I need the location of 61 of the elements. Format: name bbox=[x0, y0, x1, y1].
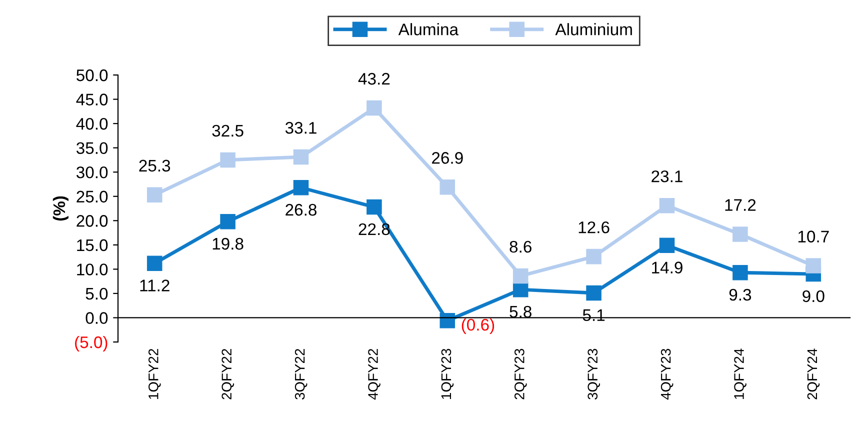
point bbox=[586, 285, 602, 301]
data-label: 10.7 bbox=[798, 230, 829, 242]
x-tick-label: 4QFY22 bbox=[368, 348, 380, 400]
point bbox=[512, 268, 528, 284]
y-tick-label: 0.0 bbox=[86, 312, 108, 324]
point bbox=[146, 187, 162, 203]
data-label: 19.8 bbox=[212, 238, 244, 250]
x-tick-label: 2QFY22 bbox=[222, 348, 234, 400]
data-label: 26.8 bbox=[286, 204, 316, 216]
data-label: 43.2 bbox=[358, 72, 390, 85]
x-tick-label: 3QFY22 bbox=[294, 348, 308, 400]
data-label: 26.9 bbox=[432, 152, 463, 164]
data-label: (0.6) bbox=[462, 318, 494, 334]
point bbox=[732, 264, 748, 280]
y-tick-label: 15.0 bbox=[77, 239, 108, 252]
data-label: 17.2 bbox=[725, 199, 756, 211]
legend-label: Aluminium bbox=[555, 23, 632, 36]
data-label: 9.3 bbox=[729, 288, 752, 301]
legend-label: Alumina bbox=[398, 23, 459, 36]
point bbox=[366, 199, 382, 215]
y-tick-label: 10.0 bbox=[77, 264, 108, 276]
point bbox=[293, 180, 309, 196]
point bbox=[220, 152, 236, 168]
x-tick-label: 1QFY23 bbox=[441, 348, 454, 399]
point bbox=[806, 258, 822, 274]
data-label: 12.6 bbox=[578, 221, 610, 234]
x-tick-label: 2QFY24 bbox=[807, 348, 820, 400]
x-tick-label: 1QFY22 bbox=[148, 348, 161, 399]
data-label: 33.1 bbox=[285, 122, 316, 134]
point bbox=[220, 214, 236, 230]
y-tick-label: 50.0 bbox=[76, 69, 108, 82]
x-tick-label: 4QFY23 bbox=[660, 348, 674, 400]
y-tick-label: 20.0 bbox=[76, 215, 108, 227]
y-tick-label: 25.0 bbox=[76, 190, 108, 203]
data-label: 8.6 bbox=[510, 240, 532, 253]
point bbox=[366, 100, 382, 116]
y-tick-label: 45.0 bbox=[76, 94, 108, 106]
data-label: 9.0 bbox=[802, 290, 824, 302]
point bbox=[293, 149, 309, 165]
y-tick-label: 5.0 bbox=[86, 288, 108, 300]
y-tick-label: (5.0) bbox=[75, 336, 108, 352]
y-tick-label: 30.0 bbox=[76, 166, 108, 178]
data-label: 11.2 bbox=[140, 280, 170, 292]
data-label: 14.9 bbox=[652, 262, 682, 274]
data-label: 32.5 bbox=[212, 124, 244, 137]
point bbox=[659, 238, 675, 254]
point bbox=[146, 256, 162, 271]
data-label: 5.8 bbox=[510, 306, 532, 318]
point bbox=[732, 226, 748, 242]
y-axis-title: (%) bbox=[52, 196, 68, 221]
x-tick-label: 2QFY23 bbox=[514, 348, 527, 400]
point bbox=[659, 198, 675, 214]
x-tick-label: 3QFY23 bbox=[588, 348, 600, 400]
point bbox=[586, 248, 602, 264]
data-label: 25.3 bbox=[139, 160, 170, 172]
y-tick-label: 35.0 bbox=[76, 142, 108, 154]
y-tick-label: 40.0 bbox=[76, 118, 108, 130]
point bbox=[440, 180, 456, 195]
x-tick-label: 1QFY24 bbox=[734, 348, 746, 399]
data-label: 23.1 bbox=[652, 170, 682, 182]
point bbox=[440, 313, 456, 328]
